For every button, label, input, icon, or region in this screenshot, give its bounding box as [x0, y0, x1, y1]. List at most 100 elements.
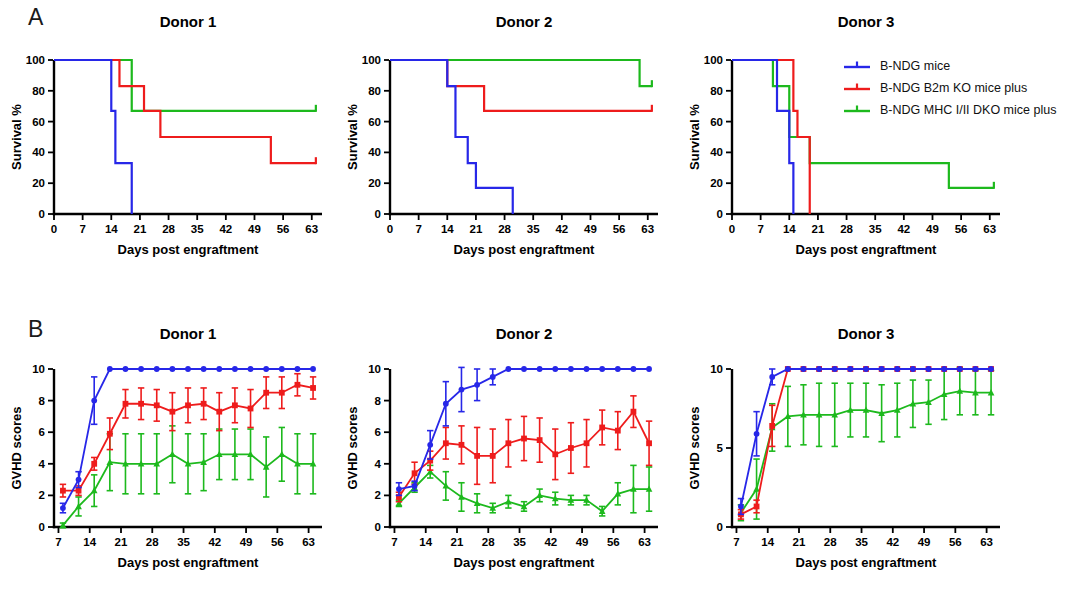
svg-text:100: 100: [26, 54, 45, 66]
legend: B-NDG mice B-NDG B2m KO mice plus B-NDG …: [842, 55, 1056, 121]
survival-chart-donor-1: 071421283542495663020406080100Donor 1Day…: [8, 10, 338, 262]
svg-text:Survival %: Survival %: [345, 104, 360, 170]
svg-text:56: 56: [955, 223, 968, 235]
svg-text:21: 21: [470, 223, 483, 235]
svg-text:Survival %: Survival %: [687, 104, 702, 170]
svg-text:80: 80: [32, 85, 45, 97]
svg-text:42: 42: [886, 536, 899, 548]
svg-text:42: 42: [555, 223, 568, 235]
svg-text:2: 2: [375, 489, 381, 501]
svg-text:7: 7: [55, 536, 61, 548]
gvhd-chart-donor-1: 714212835424956630246810Donor 1Days post…: [8, 322, 338, 575]
svg-text:21: 21: [812, 223, 825, 235]
svg-text:20: 20: [368, 177, 381, 189]
svg-text:0: 0: [717, 208, 723, 220]
svg-text:35: 35: [527, 223, 540, 235]
svg-text:10: 10: [710, 363, 723, 375]
svg-text:20: 20: [32, 177, 45, 189]
svg-text:10: 10: [32, 363, 45, 375]
svg-text:Days post engraftment: Days post engraftment: [796, 242, 938, 257]
svg-text:28: 28: [498, 223, 511, 235]
svg-text:28: 28: [482, 536, 495, 548]
svg-text:49: 49: [918, 536, 931, 548]
svg-text:6: 6: [39, 426, 45, 438]
svg-text:100: 100: [704, 54, 723, 66]
svg-text:35: 35: [177, 536, 190, 548]
svg-text:7: 7: [415, 223, 421, 235]
svg-text:21: 21: [793, 536, 806, 548]
svg-text:14: 14: [783, 223, 796, 235]
figure-canvas: A B 071421283542495663020406080100Donor …: [0, 0, 1080, 598]
svg-text:7: 7: [391, 536, 397, 548]
svg-text:28: 28: [840, 223, 853, 235]
survival-chart-donor-2: 071421283542495663020406080100Donor 2Day…: [344, 10, 674, 262]
svg-text:40: 40: [368, 146, 381, 158]
svg-text:28: 28: [824, 536, 837, 548]
legend-label: B-NDG MHC I/II DKO mice plus: [880, 103, 1056, 117]
svg-text:Days post engraftment: Days post engraftment: [454, 555, 596, 570]
svg-text:7: 7: [79, 223, 85, 235]
svg-text:63: 63: [980, 536, 993, 548]
svg-text:0: 0: [39, 208, 45, 220]
svg-text:49: 49: [248, 223, 261, 235]
svg-text:14: 14: [441, 223, 454, 235]
svg-text:35: 35: [869, 223, 882, 235]
survival-line-tick-icon: [842, 104, 872, 116]
svg-text:100: 100: [362, 54, 381, 66]
svg-text:Days post engraftment: Days post engraftment: [118, 555, 260, 570]
svg-text:28: 28: [162, 223, 175, 235]
svg-text:5: 5: [717, 442, 724, 454]
svg-text:63: 63: [305, 223, 318, 235]
svg-text:Days post engraftment: Days post engraftment: [796, 555, 938, 570]
svg-text:14: 14: [83, 536, 96, 548]
svg-text:10: 10: [368, 363, 381, 375]
svg-text:49: 49: [576, 536, 589, 548]
svg-text:42: 42: [208, 536, 221, 548]
survival-chart-donor-3: 071421283542495663020406080100Donor 3Day…: [686, 10, 1016, 262]
svg-text:60: 60: [32, 116, 45, 128]
svg-text:21: 21: [115, 536, 128, 548]
svg-text:63: 63: [983, 223, 996, 235]
svg-text:63: 63: [638, 536, 651, 548]
svg-text:40: 40: [710, 146, 723, 158]
svg-text:0: 0: [387, 223, 393, 235]
svg-text:63: 63: [641, 223, 654, 235]
svg-text:80: 80: [710, 85, 723, 97]
svg-text:14: 14: [105, 223, 118, 235]
svg-text:Donor 3: Donor 3: [838, 13, 895, 30]
legend-label: B-NDG mice: [880, 59, 950, 73]
gvhd-chart-donor-3: 714212835424956630510Donor 3Days post en…: [686, 322, 1016, 575]
svg-text:8: 8: [375, 395, 382, 407]
svg-text:60: 60: [710, 116, 723, 128]
svg-text:35: 35: [513, 536, 526, 548]
survival-line-tick-icon: [842, 60, 872, 72]
svg-text:7: 7: [757, 223, 763, 235]
svg-text:56: 56: [607, 536, 620, 548]
svg-text:0: 0: [375, 521, 381, 533]
svg-text:Survival %: Survival %: [9, 104, 24, 170]
svg-text:80: 80: [368, 85, 381, 97]
svg-text:GVHD scores: GVHD scores: [687, 406, 702, 489]
svg-text:49: 49: [240, 536, 253, 548]
svg-text:56: 56: [271, 536, 284, 548]
svg-text:4: 4: [375, 458, 382, 470]
svg-text:Donor 1: Donor 1: [160, 13, 217, 30]
svg-text:14: 14: [761, 536, 774, 548]
svg-text:63: 63: [302, 536, 315, 548]
svg-text:Days post engraftment: Days post engraftment: [118, 242, 260, 257]
svg-text:20: 20: [710, 177, 723, 189]
legend-item-b2m-ko: B-NDG B2m KO mice plus: [842, 77, 1056, 99]
svg-text:42: 42: [219, 223, 232, 235]
svg-text:14: 14: [419, 536, 432, 548]
svg-text:0: 0: [729, 223, 735, 235]
svg-text:2: 2: [39, 489, 45, 501]
svg-text:60: 60: [368, 116, 381, 128]
svg-text:8: 8: [39, 395, 46, 407]
gvhd-chart-donor-2: 714212835424956630246810Donor 2Days post…: [344, 322, 674, 575]
svg-text:4: 4: [39, 458, 46, 470]
svg-text:GVHD scores: GVHD scores: [9, 406, 24, 489]
svg-text:56: 56: [613, 223, 626, 235]
svg-text:0: 0: [717, 521, 723, 533]
svg-text:Days post engraftment: Days post engraftment: [454, 242, 596, 257]
legend-label: B-NDG B2m KO mice plus: [880, 81, 1027, 95]
